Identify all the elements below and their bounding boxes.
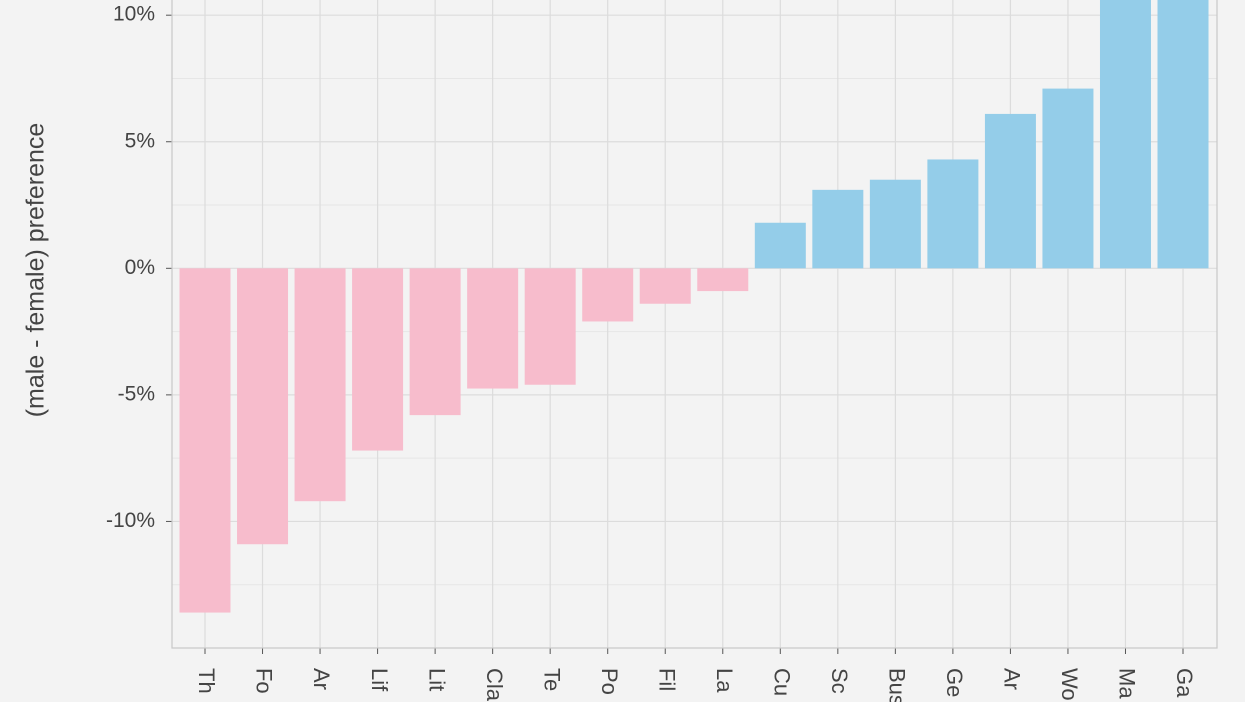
x-tick-label: Wo — [1057, 668, 1082, 701]
bar — [524, 268, 576, 385]
bar — [927, 159, 979, 269]
x-tick-label: Th — [194, 668, 219, 694]
x-tick-label: La — [712, 668, 737, 693]
bar — [352, 268, 404, 451]
bar — [984, 113, 1036, 269]
bar — [812, 189, 864, 269]
bar — [754, 222, 806, 269]
bar — [639, 268, 691, 304]
x-tick-label: Po — [597, 668, 622, 695]
x-tick-label: Lif — [367, 668, 392, 692]
bar — [1042, 88, 1094, 269]
y-tick-label: 10% — [113, 3, 155, 26]
x-tick-label: Bus — [885, 668, 910, 702]
y-axis-label: (male - female) preference — [22, 123, 50, 418]
x-tick-label: Cla — [482, 668, 507, 702]
bar — [1157, 0, 1209, 269]
panel-border — [171, 0, 1218, 649]
y-tick-label: 0% — [125, 256, 155, 279]
y-tick-label: -5% — [118, 382, 155, 405]
x-tick-label: Fo — [252, 668, 277, 694]
bar — [1099, 0, 1151, 269]
x-tick-label: Lit — [424, 668, 449, 691]
bar — [237, 268, 289, 545]
bar — [869, 179, 921, 269]
x-tick-label: Ar — [1000, 668, 1025, 690]
bar — [697, 268, 749, 292]
bar — [582, 268, 634, 322]
x-tick-label: Ar — [309, 668, 334, 690]
x-tick-label: Cu — [769, 668, 794, 696]
bar — [179, 268, 231, 613]
y-tick-label: 5% — [125, 129, 155, 152]
x-tick-label: Te — [539, 668, 564, 691]
x-tick-label: Ma — [1115, 668, 1140, 699]
bar — [294, 268, 346, 502]
bar — [409, 268, 461, 416]
x-tick-label: Ga — [1172, 668, 1197, 698]
x-tick-label: Sc — [827, 668, 852, 694]
x-tick-label: Ge — [942, 668, 967, 697]
bar — [467, 268, 519, 389]
y-tick-label: -10% — [106, 509, 155, 532]
x-tick-label: Fil — [654, 668, 679, 691]
